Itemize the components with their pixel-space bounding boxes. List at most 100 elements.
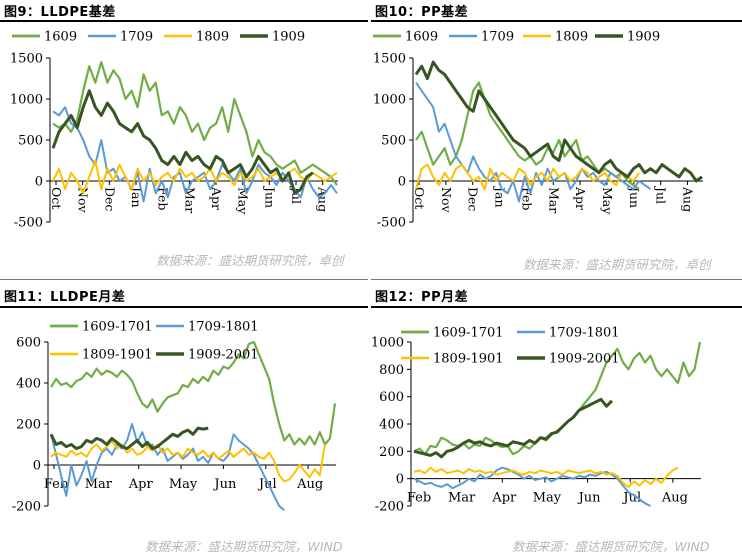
x-tick-label: Jan [129,185,144,208]
legend-label: 1709-1801 [188,320,259,335]
data-source-note: 数据来源：盛达期货研究院，WIND [512,539,710,554]
x-tick-label: Aug [316,186,331,212]
x-tick-label: Feb [407,491,431,506]
top-rule [0,279,368,280]
y-tick-label: 0 [33,459,41,474]
legend-label: 1909 [272,30,305,45]
x-tick-label: Aug [296,477,323,492]
y-tick-label: 200 [379,445,404,460]
y-tick-label: 0 [398,175,406,190]
series-line-1809-1901 [413,466,679,488]
legend-label: 1609 [405,30,438,45]
figure-caption: 图11：LLDPE月差 [4,290,126,305]
x-tick-label: Jun [577,491,602,506]
x-tick-label: Jan [493,185,508,208]
x-tick-label: Jul [257,477,277,492]
y-tick-label: 800 [379,363,404,378]
x-tick-label: Aug [661,491,688,506]
y-tick-label: 500 [381,134,406,149]
y-tick-label: 400 [379,418,404,433]
caption-rule [0,306,368,308]
x-tick-label: Mar [85,477,113,492]
legend-label: 1909-2001 [188,348,259,363]
series-line-1709 [52,106,338,203]
y-tick-label: 500 [18,134,43,149]
x-tick-label: Jun [262,185,277,208]
series-line-1909-2001 [413,397,614,459]
x-tick-label: Oct [49,187,64,209]
data-source-note: 数据来源：盛达期货研究院，卓创 [156,253,344,268]
x-tick-label: Nov [439,187,454,213]
x-tick-label: Apr [491,491,517,506]
series-line-1909 [414,60,703,183]
y-tick-label: -500 [14,216,43,231]
figure-caption: 图12：PP月差 [375,290,469,305]
y-tick-label: 600 [16,336,41,351]
series-line-1809-1901 [50,439,326,483]
legend-label: 1709-1801 [549,326,620,341]
figure-caption: 图9：LLDPE基差 [4,5,116,20]
chart-panel-pp-spread: 图12：PP月差 1000 800 600 400 200 0 -200 Feb Mar Apr M… [371,279,742,558]
top-rule [371,279,742,280]
figure-caption: 图10：PP基差 [375,5,469,20]
y-tick-label: 1000 [10,93,43,108]
y-tick-label: 1500 [373,52,406,67]
chart-panel-lldpe-spread: 图11：LLDPE月差 600 400 200 0 -200 Feb Mar Apr May Ju… [0,279,371,558]
series-line-1909-2001 [49,426,209,451]
series-line-1609-1701 [50,340,337,446]
legend-label: 1809 [555,30,588,45]
legend-label: 1709 [481,30,514,45]
chart-panel-lldpe-basis: 图9：LLDPE基差 1500 1000 500 0 -500 Oct Nov Dec Jan F… [0,0,371,279]
y-tick-label: 400 [16,377,41,392]
caption-rule [0,20,368,22]
legend-label: 1809-1901 [433,352,504,367]
y-tick-label: 200 [16,418,41,433]
chart-panel-pp-basis: 图10：PP基差 1500 1000 500 0 -500 Oct Nov Dec Jan Feb… [371,0,742,279]
x-tick-label: May [533,491,562,506]
legend-label: 1909 [627,30,660,45]
y-tick-label: -500 [377,216,406,231]
x-tick-label: Dec [102,187,117,211]
x-tick-label: May [169,477,198,492]
x-tick-label: Apr [128,477,154,492]
series-line-1709-1801 [50,423,285,511]
y-tick-label: 1000 [371,336,404,351]
legend-label: 1909-2001 [549,352,620,367]
data-source-note: 数据来源：盛达期货研究院，WIND [145,539,343,554]
legend-label: 1709 [120,30,153,45]
series-line-1909 [51,89,314,195]
legend-label: 1809-1901 [82,348,153,363]
data-source-note: 数据来源：盛达期货研究院，卓创 [523,257,711,272]
caption-rule [371,306,742,308]
legend-label: 1609-1701 [433,326,504,341]
x-tick-label: Jul [621,491,641,506]
y-tick-label: 600 [379,390,404,405]
legend-label: 1609 [44,30,77,45]
y-tick-label: 1500 [10,52,43,67]
x-tick-label: Jul [654,185,669,204]
x-tick-label: Jun [212,477,237,492]
x-tick-label: Nov [76,187,91,213]
x-tick-label: Mar [448,491,476,506]
x-tick-label: Dec [466,187,481,211]
legend-label: 1609-1701 [82,320,153,335]
series-line-1809 [415,163,640,191]
x-tick-label: Apr [209,186,224,210]
y-tick-label: -200 [375,500,404,515]
series-line-1709 [415,82,652,203]
x-tick-label: Mar [546,187,561,213]
x-tick-label: Oct [412,187,427,209]
y-tick-label: 0 [396,472,404,487]
series-line-1609 [52,60,338,186]
x-tick-label: Jun [627,185,642,208]
x-tick-label: May [600,187,615,215]
legend-label: 1809 [196,30,229,45]
x-tick-label: Aug [681,186,696,212]
y-tick-label: -200 [12,500,41,515]
caption-rule [371,20,742,22]
x-tick-label: Apr [573,186,588,210]
